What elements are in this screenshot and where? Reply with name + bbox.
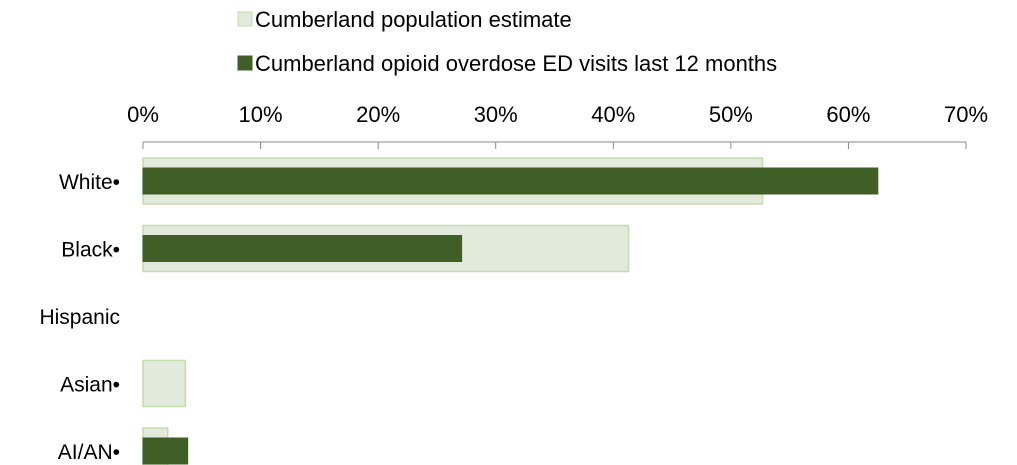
category-labels: White• Black• Hispanic Asian• AI/AN• xyxy=(39,171,120,464)
bar-ed-visits xyxy=(142,235,463,262)
bar-population xyxy=(142,359,187,408)
x-tick-label: 60% xyxy=(826,102,870,127)
category-label: AI/AN• xyxy=(58,441,120,464)
bars xyxy=(142,157,879,465)
x-tick-label: 30% xyxy=(474,102,518,127)
x-tick-label: 70% xyxy=(944,102,988,127)
x-tick-label: 50% xyxy=(709,102,753,127)
legend-swatch-1 xyxy=(237,11,253,27)
legend: Cumberland population estimate Cumberland… xyxy=(237,7,777,76)
category-label: Hispanic xyxy=(39,306,120,329)
category-label: White• xyxy=(59,171,120,194)
category-label: Black• xyxy=(61,239,120,262)
x-tick-label: 0% xyxy=(127,102,159,127)
x-tick-label: 20% xyxy=(356,102,400,127)
bar-ed-visits xyxy=(142,437,189,465)
legend-label-2: Cumberland opioid overdose ED visits las… xyxy=(255,51,777,76)
x-axis: 0% 10% 20% 30% 40% 50% 60% 70% xyxy=(127,102,988,149)
legend-label-1: Cumberland population estimate xyxy=(255,7,572,32)
x-tick-label: 10% xyxy=(239,102,283,127)
x-tick-label: 40% xyxy=(591,102,635,127)
bar-ed-visits xyxy=(142,167,879,195)
category-label: Asian• xyxy=(60,374,120,397)
legend-swatch-2 xyxy=(237,55,253,71)
